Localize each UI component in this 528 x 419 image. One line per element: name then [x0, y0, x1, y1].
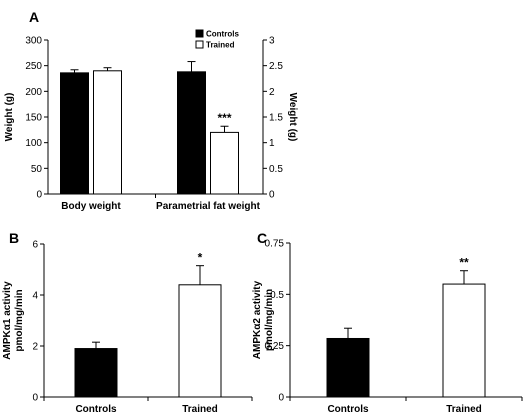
y-axis-label-units: pmol/mg/min — [14, 289, 25, 351]
bar — [60, 72, 89, 195]
bar — [326, 337, 370, 398]
panel-letter: C — [257, 230, 267, 246]
y-tick-label: 0 — [32, 393, 38, 404]
y-tick-label-right: 1.5 — [269, 113, 283, 124]
legend: Controls Trained — [195, 29, 239, 50]
bar — [93, 70, 122, 195]
x-tick-label: Controls — [75, 404, 117, 415]
y-tick-label-right: 2.5 — [269, 61, 283, 72]
y-tick-label: 300 — [25, 36, 42, 47]
y-axis-label: AMPKα2 activity — [252, 280, 263, 359]
panel-a: A 0 50 100 150 200 250 300 0 0.5 1 1.5 2 2.5 3 Weight (… — [4, 9, 298, 212]
legend-label: Trained — [206, 41, 235, 50]
y-tick-label-right: 3 — [269, 36, 275, 47]
y-tick-label: 150 — [25, 113, 42, 124]
y-tick-label: 50 — [31, 164, 43, 175]
y-axis-label-right: Weight (g) — [287, 93, 298, 142]
bar — [178, 284, 222, 398]
y-tick-label-right: 2 — [269, 87, 275, 98]
bar — [210, 131, 239, 195]
y-tick-label-right: 1 — [269, 138, 275, 149]
x-tick-label: Controls — [327, 404, 369, 415]
panel-c: C 0 0.25 0.5 0.75 AMPKα2 activity pmol/mg/min C… — [252, 230, 523, 415]
y-tick-label: 4 — [32, 291, 38, 302]
y-axis-label-units: pmol/mg/min — [264, 289, 275, 351]
bar — [442, 283, 486, 398]
significance-marker: * — [198, 251, 203, 265]
panel-letter: B — [9, 230, 19, 246]
significance-marker: ** — [459, 256, 469, 270]
x-tick-label: Parametrial fat weight — [156, 201, 261, 212]
legend-swatch — [195, 40, 204, 49]
y-tick-label: 200 — [25, 87, 42, 98]
bar — [74, 348, 118, 398]
significance-marker: *** — [217, 111, 231, 125]
panel-b: B 0 2 4 6 AMPKα1 activity pmol/mg/min Controls T… — [2, 230, 253, 415]
y-tick-label: 0.25 — [265, 341, 285, 352]
x-tick-label: Trained — [446, 404, 482, 415]
y-tick-label: 100 — [25, 138, 42, 149]
y-axis-label: Weight (g) — [4, 93, 15, 142]
legend-label: Controls — [206, 30, 239, 39]
y-tick-label: 0 — [278, 393, 284, 404]
x-tick-label: Trained — [182, 404, 218, 415]
y-tick-label-right: 0.5 — [269, 164, 283, 175]
bar — [177, 71, 206, 195]
x-tick-label: Body weight — [61, 201, 121, 212]
y-tick-label: 2 — [32, 342, 38, 353]
y-tick-label: 250 — [25, 61, 42, 72]
panel-letter: A — [29, 9, 39, 25]
legend-swatch — [195, 29, 204, 38]
y-tick-label: 0.5 — [270, 290, 284, 301]
y-axis-label: AMPKα1 activity — [2, 281, 13, 360]
y-tick-label: 6 — [32, 240, 38, 251]
y-tick-label: 0.75 — [265, 239, 285, 250]
y-tick-label-right: 0 — [269, 190, 275, 201]
y-tick-label: 0 — [36, 190, 42, 201]
